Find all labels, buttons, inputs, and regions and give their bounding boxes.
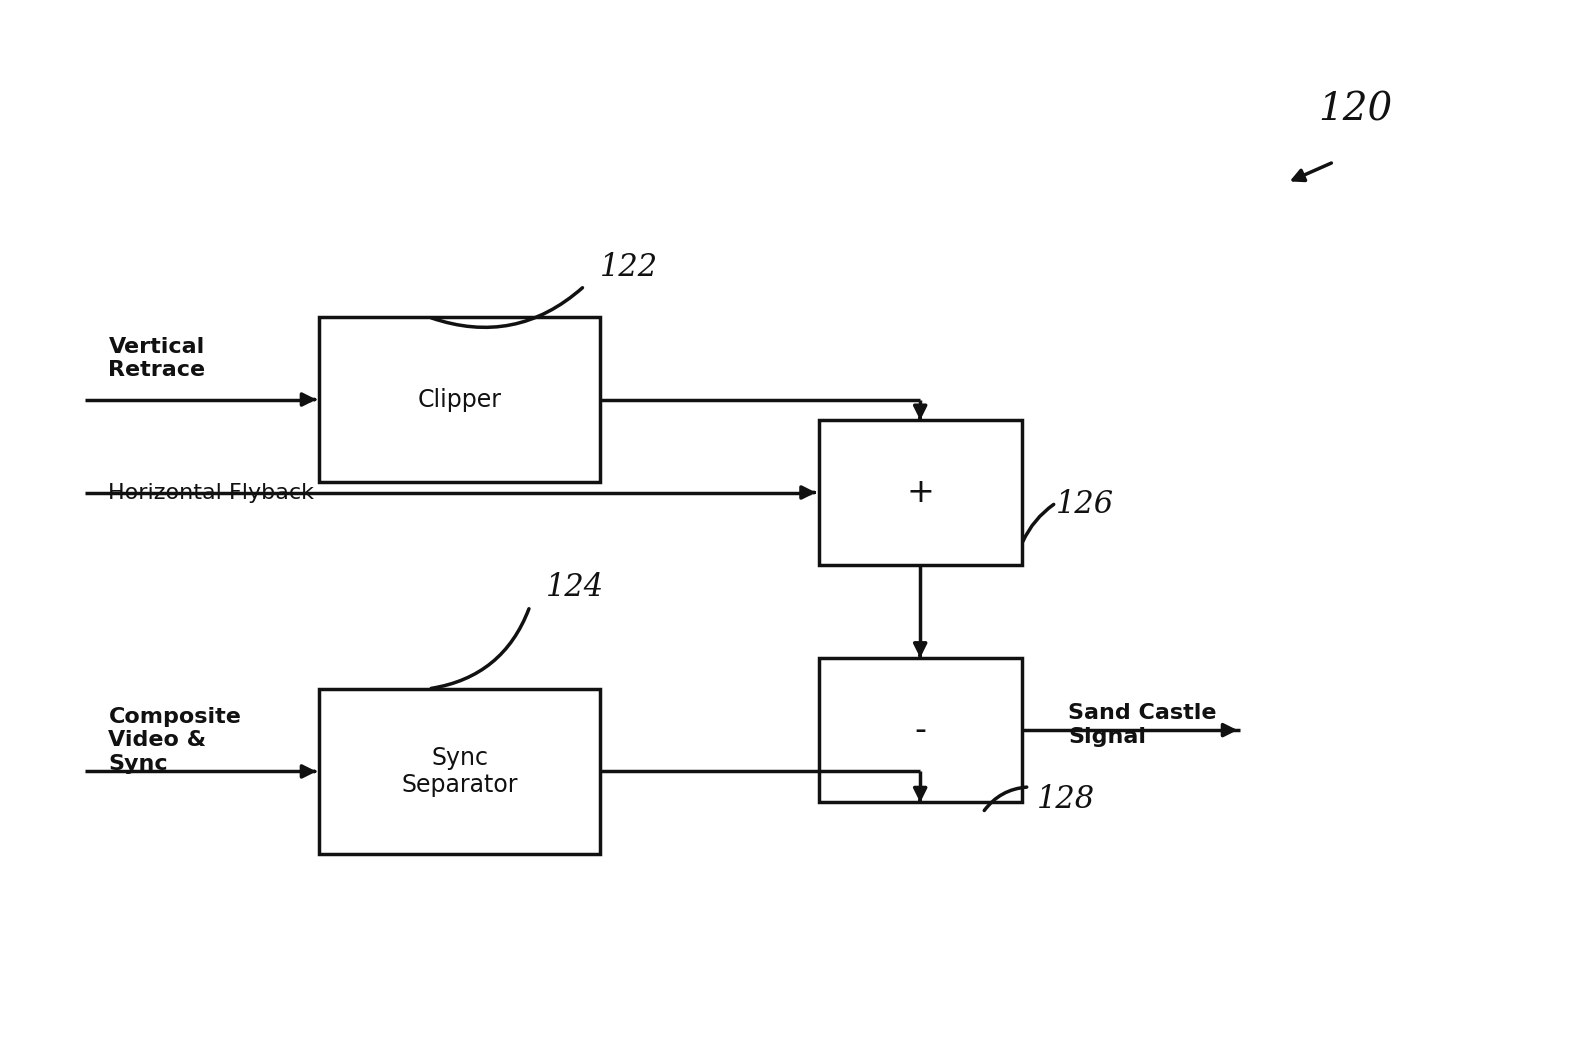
Text: 122: 122: [600, 251, 658, 283]
Text: Sand Castle
Signal: Sand Castle Signal: [1068, 704, 1217, 747]
Text: -: -: [913, 714, 926, 747]
Bar: [819, 658, 1022, 802]
Text: 128: 128: [1038, 783, 1095, 815]
Text: Sync
Separator: Sync Separator: [402, 745, 518, 798]
Bar: [819, 420, 1022, 564]
Bar: [320, 317, 600, 483]
Text: Vertical
Retrace: Vertical Retrace: [109, 336, 206, 380]
Text: 124: 124: [545, 572, 603, 603]
Bar: [320, 689, 600, 854]
Text: 126: 126: [1055, 489, 1114, 520]
Text: Composite
Video &
Sync: Composite Video & Sync: [109, 708, 241, 774]
Text: Clipper: Clipper: [417, 387, 502, 411]
Text: +: +: [906, 476, 934, 509]
Text: Horizontal Flyback: Horizontal Flyback: [109, 483, 315, 503]
Text: 120: 120: [1318, 91, 1392, 129]
